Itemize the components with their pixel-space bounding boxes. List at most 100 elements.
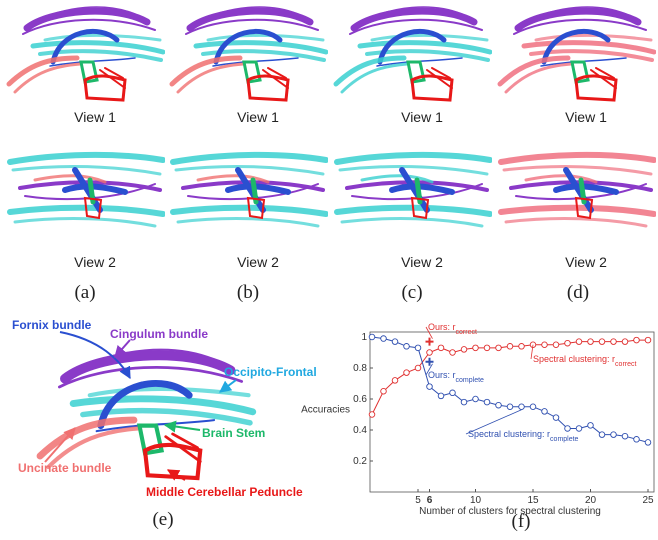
point [392, 339, 398, 345]
caption: (f) [512, 511, 531, 532]
point [381, 336, 387, 342]
point [484, 399, 490, 405]
point [427, 384, 433, 390]
point [645, 440, 651, 446]
caption: (e) [152, 509, 173, 530]
annotation: Spectral clustering: rcorrect [533, 354, 636, 368]
annotation: Spectral clustering: rcomplete [468, 429, 579, 443]
fiber-image [40, 350, 253, 478]
view-label: View 1 [74, 109, 116, 125]
point [496, 345, 502, 351]
point [611, 339, 617, 345]
point [415, 365, 421, 371]
point [450, 350, 456, 356]
annotation: Ours: rcomplete [428, 370, 484, 384]
annotation: Ours: rcorrect [428, 322, 477, 336]
view-label: View 1 [565, 109, 607, 125]
point [450, 390, 456, 396]
point [622, 433, 628, 439]
point [507, 344, 513, 350]
annotation-subscript: complete [456, 377, 485, 384]
point [427, 350, 433, 356]
x-tick-label: 5 [415, 495, 421, 506]
annotation-subscript: correct [456, 329, 477, 336]
bundle-label: Middle Cerebellar Peduncle [146, 485, 303, 499]
annotation-name: Ours: r [428, 322, 456, 332]
view-label: View 2 [237, 254, 279, 270]
point [576, 426, 582, 432]
point [392, 378, 398, 384]
series-line [372, 340, 648, 414]
y-tick-label: 0.8 [353, 363, 367, 374]
point [542, 409, 548, 415]
x-tick-label: 10 [470, 495, 482, 506]
point [404, 344, 410, 350]
point [588, 423, 594, 429]
point [634, 337, 640, 343]
annotation-subscript: correct [615, 361, 636, 368]
point [519, 404, 525, 410]
x-tick-label: 20 [585, 495, 597, 506]
point [404, 370, 410, 376]
point [599, 432, 605, 438]
point [599, 339, 605, 345]
point [381, 388, 387, 394]
bundle-label: Cingulum bundle [110, 327, 208, 341]
point [496, 402, 502, 408]
x-tick-label: 25 [642, 495, 654, 506]
bundle-label: Fornix bundle [12, 318, 92, 332]
x-axis-label: Number of clusters for spectral clusteri… [419, 506, 601, 517]
point [484, 345, 490, 351]
annotation-name: Spectral clustering: r [533, 354, 615, 364]
point [553, 415, 559, 421]
point [507, 404, 513, 410]
point [622, 339, 628, 345]
point [588, 339, 594, 345]
y-axis-label: Accuracies [301, 405, 350, 416]
x-tick-label: 6 [427, 495, 433, 506]
point [473, 396, 479, 402]
view-label: View 2 [74, 254, 116, 270]
annotation-subscript: complete [550, 436, 579, 443]
point [415, 345, 421, 351]
figure: View 1 View 1 View 1 View 1 View 2 View … [0, 0, 658, 540]
point [369, 412, 375, 418]
point [565, 426, 571, 432]
point [645, 337, 651, 343]
point [542, 342, 548, 348]
y-tick-label: 0.4 [353, 425, 367, 436]
point [461, 347, 467, 353]
point [565, 340, 571, 346]
view-label: View 2 [401, 254, 443, 270]
point [611, 432, 617, 438]
point [438, 393, 444, 399]
y-tick-label: 0.2 [353, 456, 367, 467]
view-label: View 2 [565, 254, 607, 270]
view-label: View 1 [237, 109, 279, 125]
y-tick-label: 0.6 [353, 394, 367, 405]
point [473, 345, 479, 351]
point [576, 339, 582, 345]
point [553, 342, 559, 348]
caption: (b) [237, 282, 259, 303]
caption: (c) [401, 282, 422, 303]
bundle-label: Brain Stem [202, 426, 265, 440]
point [369, 334, 375, 340]
series-line [372, 337, 648, 442]
x-tick-label: 15 [527, 495, 539, 506]
point [461, 399, 467, 405]
point [438, 345, 444, 351]
y-tick-label: 1 [361, 332, 367, 343]
caption: (d) [567, 282, 589, 303]
bundle-label: Occipito-Frontal [224, 365, 317, 379]
annotation-name: Spectral clustering: r [468, 429, 550, 439]
annotation-name: Ours: r [428, 370, 456, 380]
point [530, 404, 536, 410]
bundle-label: Uncinate bundle [18, 461, 112, 475]
point [634, 437, 640, 443]
view-label: View 1 [401, 109, 443, 125]
point [519, 344, 525, 350]
caption: (a) [74, 282, 95, 303]
ours-marker [426, 338, 434, 346]
